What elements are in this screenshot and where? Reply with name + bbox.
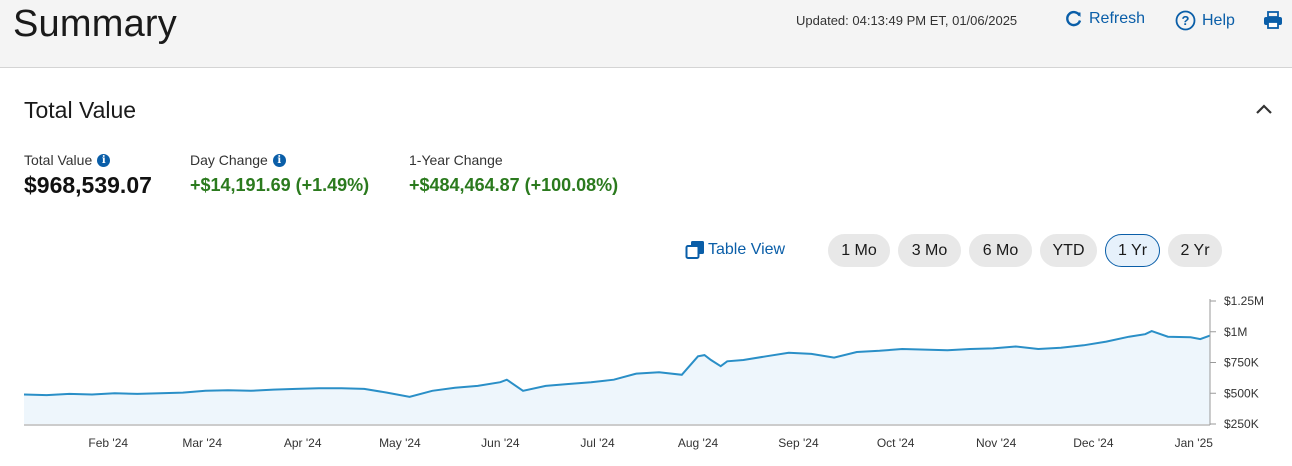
table-view-icon bbox=[685, 241, 704, 259]
x-tick-label: Dec '24 bbox=[1073, 436, 1114, 450]
x-tick-label: Apr '24 bbox=[284, 436, 322, 450]
x-tick-label: Feb '24 bbox=[88, 436, 128, 450]
year-change-label: 1-Year Change bbox=[409, 152, 503, 168]
value-chart: $1.25M $1M $750K $500K $250K Feb '24 Mar '24 A… bbox=[23, 294, 1264, 450]
day-change-amount: +$14,191.69 (+1.49%) bbox=[190, 175, 370, 195]
x-tick-label: Oct '24 bbox=[877, 436, 915, 450]
range-button-ytd[interactable]: YTD bbox=[1040, 234, 1097, 267]
refresh-label: Refresh bbox=[1089, 10, 1146, 27]
total-value-amount: $968,539.07 bbox=[24, 172, 152, 198]
chart-series-line bbox=[23, 330, 1211, 398]
print-button[interactable] bbox=[1263, 10, 1283, 30]
x-tick-label: Sep '24 bbox=[778, 436, 819, 450]
updated-timestamp: Updated: 04:13:49 PM ET, 01/06/2025 bbox=[796, 13, 1018, 28]
x-tick-label: Nov '24 bbox=[976, 436, 1017, 450]
svg-text:?: ? bbox=[1182, 13, 1190, 28]
range-button-6mo[interactable]: 6 Mo bbox=[969, 234, 1032, 267]
x-tick-label: Aug '24 bbox=[678, 436, 719, 450]
x-tick-label: Jul '24 bbox=[580, 436, 615, 450]
refresh-button[interactable]: Refresh bbox=[1065, 10, 1145, 28]
chart-area-fill bbox=[24, 331, 1210, 424]
total-value-label: Total Value i bbox=[24, 152, 111, 168]
x-tick-label: Jan '25 bbox=[1175, 436, 1214, 450]
refresh-icon bbox=[1066, 10, 1082, 27]
table-view-label: Table View bbox=[708, 241, 786, 258]
range-button-3mo[interactable]: 3 Mo bbox=[898, 234, 961, 267]
info-icon[interactable]: i bbox=[272, 153, 286, 167]
help-icon: ? bbox=[1175, 10, 1196, 31]
x-tick-label: Mar '24 bbox=[182, 436, 222, 450]
y-tick-label: $1.25M bbox=[1224, 294, 1264, 308]
info-icon[interactable]: i bbox=[97, 153, 111, 167]
section-title: Total Value bbox=[24, 97, 137, 123]
year-change-label-text: 1-Year Change bbox=[409, 152, 503, 168]
x-tick-label: Jun '24 bbox=[481, 436, 520, 450]
range-button-2yr[interactable]: 2 Yr bbox=[1168, 234, 1222, 267]
range-button-1yr[interactable]: 1 Yr bbox=[1105, 234, 1160, 267]
print-icon bbox=[1264, 11, 1282, 29]
year-change-amount: +$484,464.87 (+100.08%) bbox=[409, 175, 619, 195]
table-view-link[interactable]: Table View bbox=[685, 240, 785, 260]
total-value-label-text: Total Value bbox=[24, 152, 93, 168]
y-tick-label: $250K bbox=[1224, 417, 1259, 431]
help-label: Help bbox=[1202, 11, 1235, 29]
y-tick-label: $500K bbox=[1224, 386, 1259, 400]
day-change-label-text: Day Change bbox=[190, 152, 268, 168]
x-tick-label: May '24 bbox=[379, 436, 421, 450]
y-tick-label: $750K bbox=[1224, 356, 1259, 370]
range-button-1mo[interactable]: 1 Mo bbox=[828, 234, 890, 267]
chevron-up-icon[interactable] bbox=[1254, 100, 1274, 120]
page-title: Summary bbox=[13, 3, 177, 45]
y-tick-label: $1M bbox=[1224, 325, 1247, 339]
top-bar: Summary Updated: 04:13:49 PM ET, 01/06/2… bbox=[0, 0, 1292, 68]
day-change-label: Day Change i bbox=[190, 152, 286, 168]
help-button[interactable]: ? Help bbox=[1175, 10, 1235, 31]
